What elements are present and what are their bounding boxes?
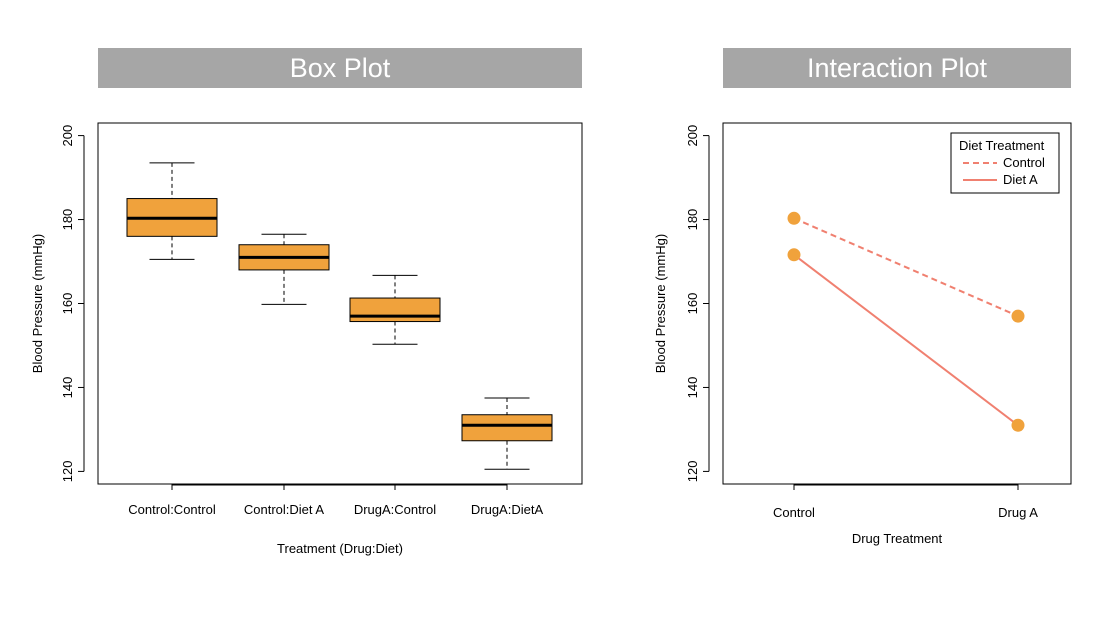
interaction-y-tick-label: 140 bbox=[685, 377, 700, 399]
box-y-tick-label: 180 bbox=[60, 209, 75, 231]
series-line bbox=[793, 217, 1019, 318]
interaction-y-tick-label: 180 bbox=[685, 209, 700, 231]
box-y-axis-label: Blood Pressure (mmHg) bbox=[30, 234, 45, 373]
box-plot-frame bbox=[97, 122, 583, 485]
box-x-tick-label: Control:Control bbox=[128, 502, 216, 517]
box-x-axis-label: Treatment (Drug:Diet) bbox=[277, 541, 403, 556]
box-x-tick-label: Control:Diet A bbox=[244, 502, 325, 517]
legend-title: Diet Treatment bbox=[959, 138, 1045, 153]
interaction-plot-frame bbox=[722, 122, 1072, 485]
box-iqr-rect bbox=[461, 414, 553, 442]
interaction-y-tick-label: 160 bbox=[685, 293, 700, 315]
box-plot-title: Box Plot bbox=[98, 48, 582, 88]
box-x-tick-label: DrugA:Control bbox=[354, 502, 436, 517]
box-iqr-rect bbox=[349, 297, 441, 323]
interaction-y-tick-label: 120 bbox=[685, 461, 700, 483]
interaction-x-tick-label: Drug A bbox=[998, 505, 1038, 520]
interaction-x-axis-label: Drug Treatment bbox=[852, 531, 943, 546]
data-point bbox=[1011, 418, 1025, 432]
box-y-tick-label: 200 bbox=[60, 125, 75, 147]
data-point bbox=[787, 248, 801, 262]
interaction-plot-title: Interaction Plot bbox=[723, 48, 1071, 88]
interaction-y-axis-label: Blood Pressure (mmHg) bbox=[653, 234, 668, 373]
data-point bbox=[787, 211, 801, 225]
data-point bbox=[1011, 309, 1025, 323]
interaction-x-tick-label: Control bbox=[773, 505, 815, 520]
box-y-tick-label: 120 bbox=[60, 461, 75, 483]
legend-label: Diet A bbox=[1003, 172, 1038, 187]
series-line bbox=[793, 254, 1019, 427]
box-y-tick-label: 160 bbox=[60, 293, 75, 315]
legend-label: Control bbox=[1003, 155, 1045, 170]
box-y-tick-label: 140 bbox=[60, 377, 75, 399]
interaction-y-tick-label: 200 bbox=[685, 125, 700, 147]
box-x-tick-label: DrugA:DietA bbox=[471, 502, 544, 517]
